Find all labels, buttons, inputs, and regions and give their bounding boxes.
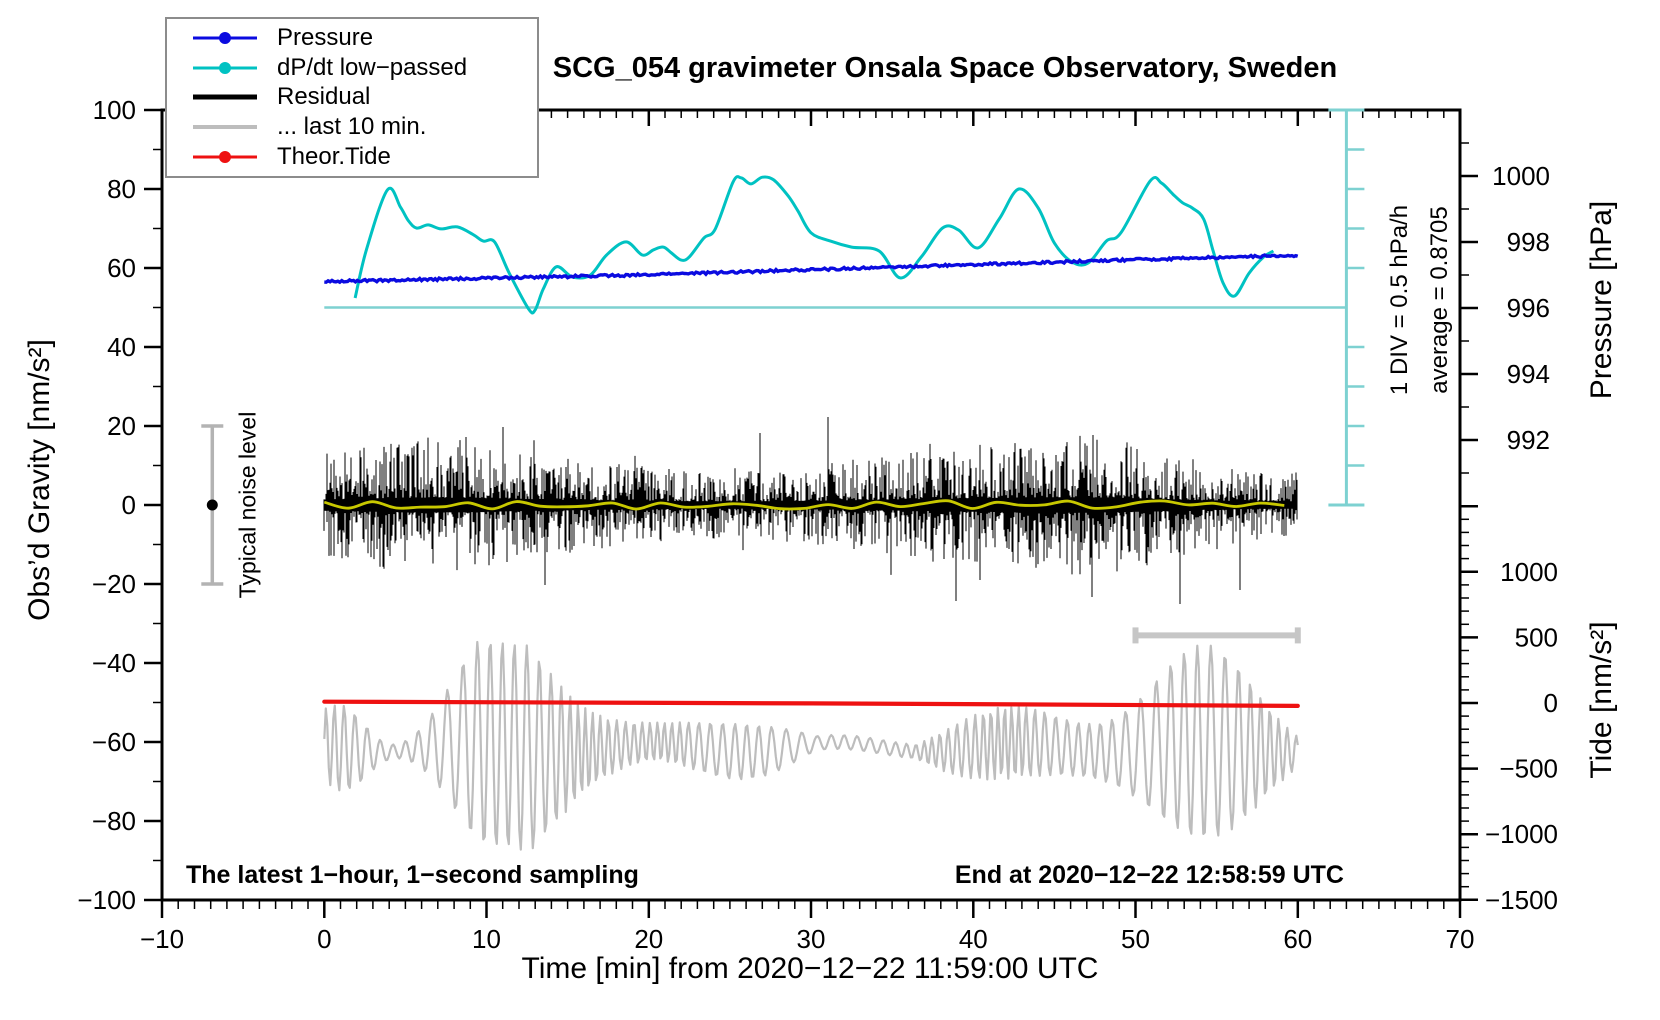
svg-text:1000: 1000 bbox=[1492, 161, 1550, 191]
svg-text:1000: 1000 bbox=[1500, 557, 1558, 587]
annotation-end-time: End at 2020−12−22 12:58:59 UTC bbox=[954, 861, 1344, 889]
ten-min-scale-bar bbox=[1132, 627, 1301, 644]
svg-text:80: 80 bbox=[107, 174, 136, 204]
ruler-average-label: average = 0.8705 bbox=[1426, 206, 1453, 394]
legend: Pressure dP/dt low−passed Residual ... l… bbox=[165, 17, 539, 178]
axes bbox=[144, 108, 1478, 918]
pressure-line-icon bbox=[193, 31, 257, 45]
svg-text:40: 40 bbox=[959, 924, 988, 954]
pressure-axis-title: Pressure [hPa] bbox=[1585, 200, 1618, 400]
series-pressure bbox=[324, 253, 1299, 285]
dpdt-ruler bbox=[324, 108, 1365, 507]
svg-text:0: 0 bbox=[1544, 688, 1558, 718]
legend-item-tide: Theor.Tide bbox=[167, 143, 537, 171]
noise-errorbar bbox=[201, 424, 224, 586]
legend-label: dP/dt low−passed bbox=[277, 53, 468, 81]
svg-text:−60: −60 bbox=[92, 727, 136, 757]
legend-label: ... last 10 min. bbox=[277, 113, 427, 141]
legend-label: Theor.Tide bbox=[277, 143, 391, 171]
svg-text:−10: −10 bbox=[140, 924, 184, 954]
residual-line-icon bbox=[193, 90, 257, 104]
svg-text:10: 10 bbox=[472, 924, 501, 954]
legend-item-pressure: Pressure bbox=[167, 24, 537, 52]
svg-text:0: 0 bbox=[317, 924, 331, 954]
svg-text:70: 70 bbox=[1446, 924, 1475, 954]
svg-text:−80: −80 bbox=[92, 806, 136, 836]
svg-text:−1000: −1000 bbox=[1485, 819, 1558, 849]
legend-item-last10: ... last 10 min. bbox=[167, 113, 537, 141]
left-axis-title: Obs’d Gravity [nm/s²] bbox=[23, 339, 56, 621]
legend-label: Pressure bbox=[277, 23, 374, 51]
legend-item-residual: Residual bbox=[167, 83, 537, 111]
svg-text:−100: −100 bbox=[77, 885, 136, 915]
svg-text:500: 500 bbox=[1515, 622, 1558, 652]
legend-item-dpdt: dP/dt low−passed bbox=[167, 54, 537, 82]
svg-text:20: 20 bbox=[634, 924, 663, 954]
svg-text:994: 994 bbox=[1507, 359, 1550, 389]
svg-text:20: 20 bbox=[107, 411, 136, 441]
svg-text:100: 100 bbox=[93, 95, 136, 125]
dpdt-line-icon bbox=[193, 61, 257, 75]
svg-text:40: 40 bbox=[107, 332, 136, 362]
svg-text:50: 50 bbox=[1121, 924, 1150, 954]
svg-text:60: 60 bbox=[107, 253, 136, 283]
series-dpdt bbox=[353, 175, 1275, 315]
svg-text:992: 992 bbox=[1507, 425, 1550, 455]
svg-text:996: 996 bbox=[1507, 293, 1550, 323]
series-residual bbox=[323, 417, 1298, 604]
svg-text:−40: −40 bbox=[92, 648, 136, 678]
noise-level-label: Typical noise level bbox=[234, 411, 261, 599]
last10-line-icon bbox=[193, 120, 257, 134]
svg-text:0: 0 bbox=[122, 490, 136, 520]
svg-text:−20: −20 bbox=[92, 569, 136, 599]
legend-label: Residual bbox=[277, 83, 371, 111]
svg-text:998: 998 bbox=[1507, 227, 1550, 257]
tide-axis-title: Tide [nm/s²] bbox=[1585, 621, 1618, 779]
bottom-axis-title: Time [min] from 2020−12−22 11:59:00 UTC bbox=[521, 952, 1099, 985]
annotation-sampling: The latest 1−hour, 1−second sampling bbox=[186, 861, 639, 889]
series-last10 bbox=[323, 640, 1299, 851]
page-title: SCG_054 gravimeter Onsala Space Observat… bbox=[552, 52, 1338, 84]
svg-text:30: 30 bbox=[797, 924, 826, 954]
series-residual-lowpassed bbox=[323, 499, 1285, 511]
series-tide bbox=[322, 699, 1300, 708]
ruler-div-label: 1 DIV = 0.5 hPa/h bbox=[1386, 204, 1413, 396]
tide-line-icon bbox=[193, 150, 257, 164]
svg-text:−500: −500 bbox=[1499, 754, 1558, 784]
svg-text:−1500: −1500 bbox=[1485, 885, 1558, 915]
svg-text:60: 60 bbox=[1283, 924, 1312, 954]
